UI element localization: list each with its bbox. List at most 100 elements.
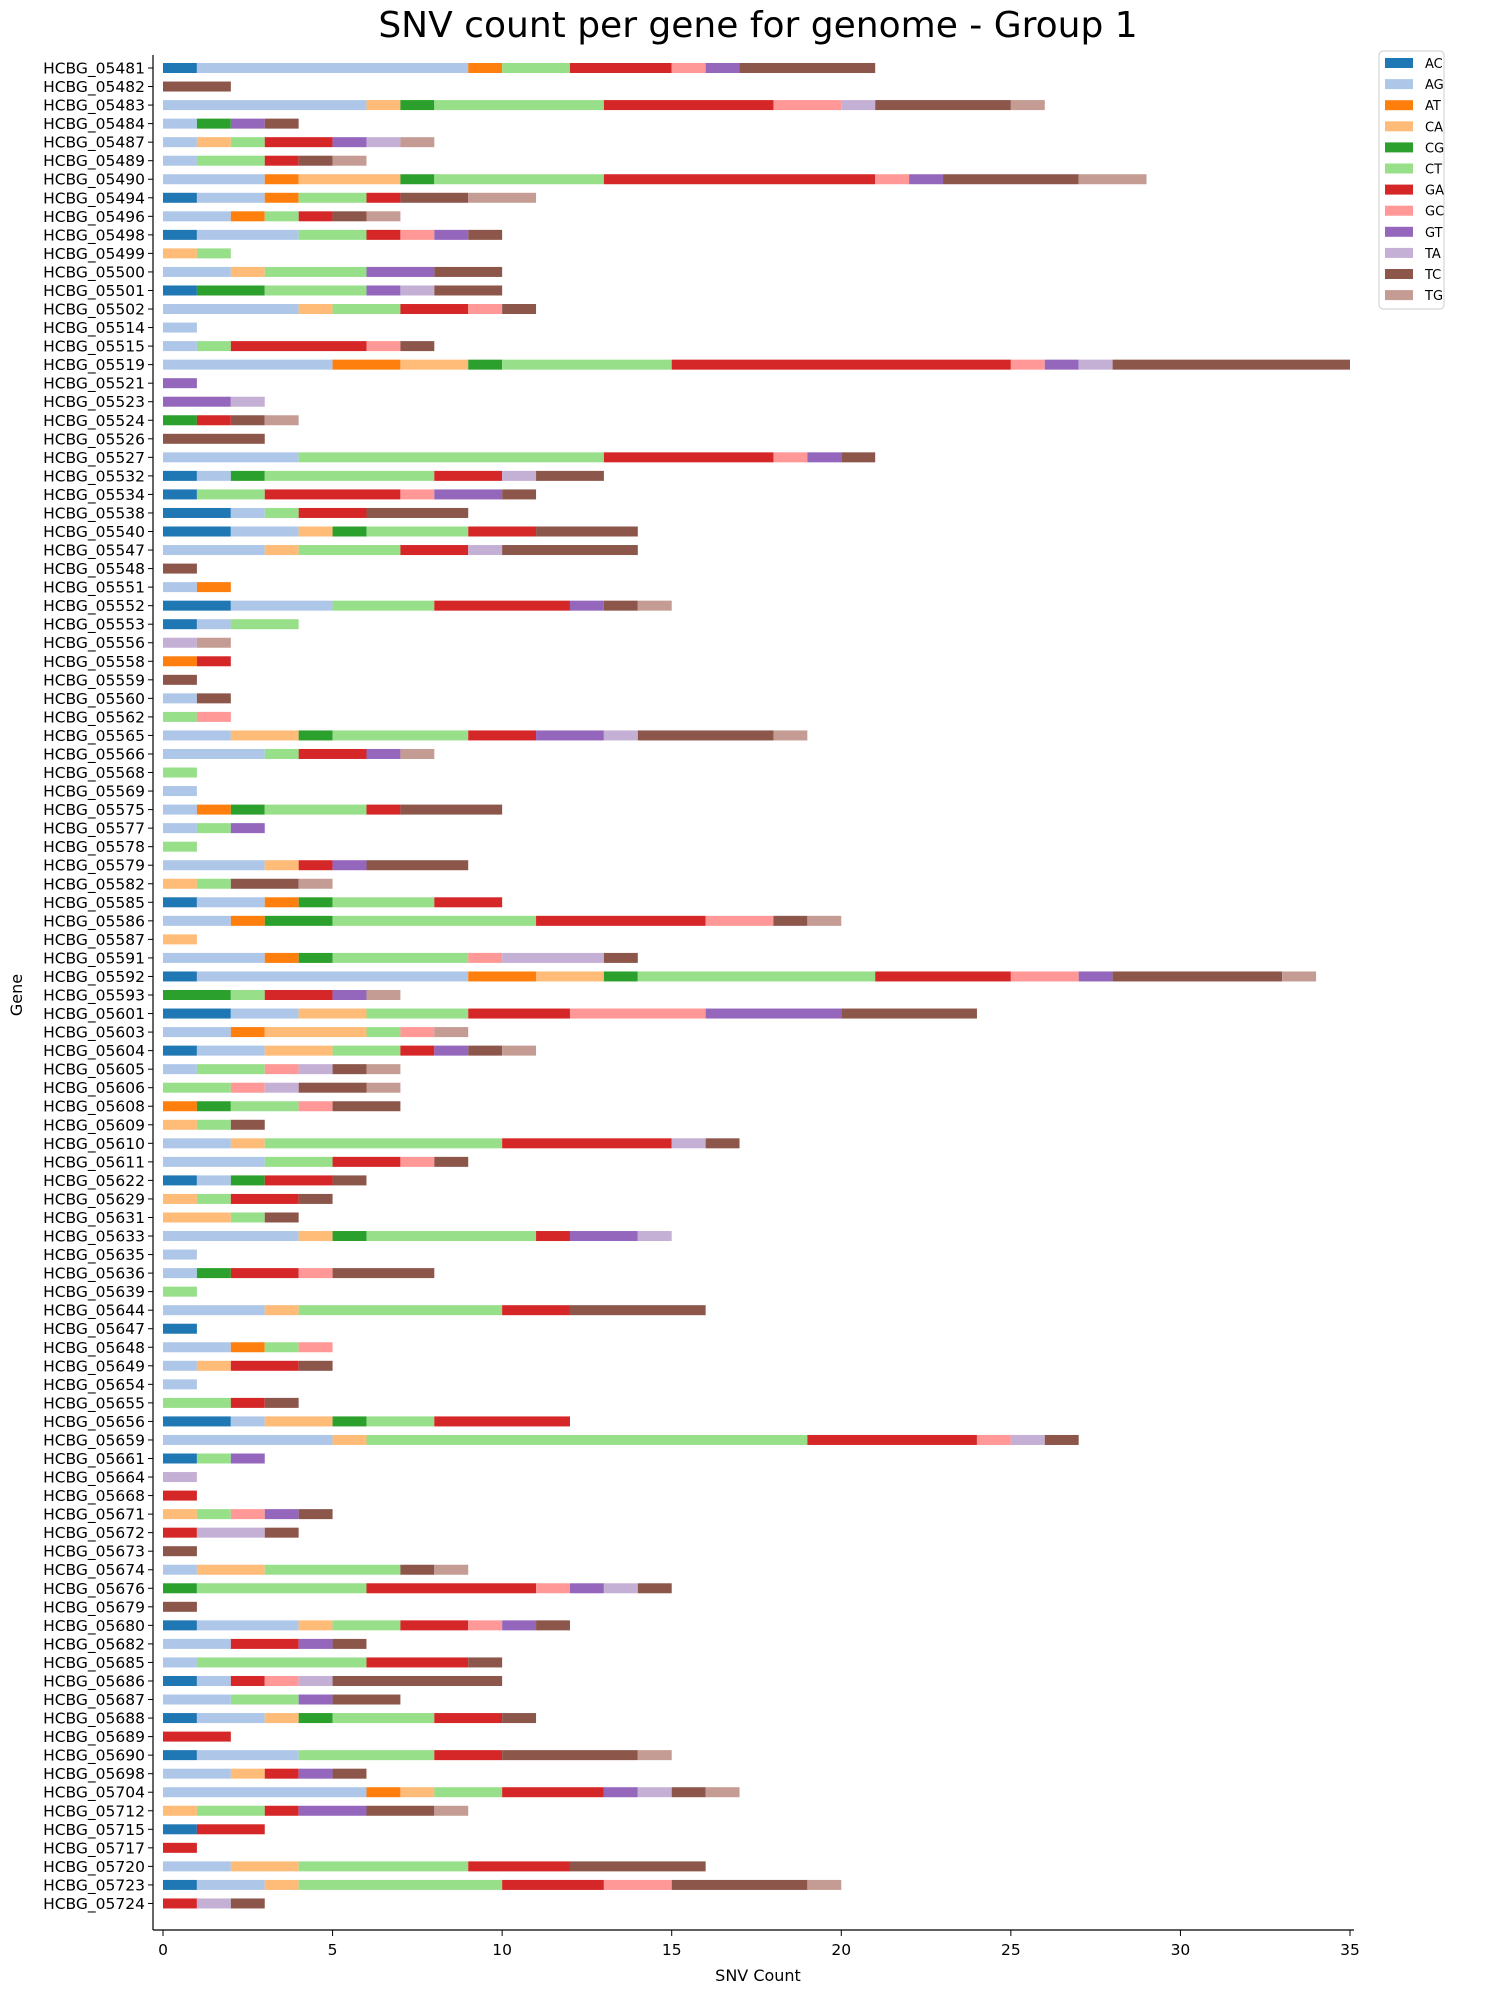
bar-segment-at	[468, 971, 537, 982]
y-tick-label: HCBG_05611	[43, 1153, 145, 1172]
bar-segment-ct	[332, 304, 401, 315]
bar-segment-tc	[536, 470, 604, 481]
bar-segment-tc	[1112, 971, 1283, 982]
bar-segment-gt	[163, 396, 231, 407]
bar-segment-gc	[298, 1101, 333, 1112]
bar-segment-tc	[332, 1064, 367, 1075]
bar-segment-ca	[264, 1305, 299, 1316]
bar-segment-ct	[264, 211, 299, 222]
x-tick-label: 15	[662, 1941, 682, 1959]
y-tick-label: HCBG_05686	[43, 1672, 145, 1691]
bar-segment-tc	[502, 489, 537, 500]
bar-segment-ca	[264, 860, 299, 871]
bar-segment-ct	[502, 63, 570, 73]
bar-segment-ga	[434, 897, 503, 908]
bar-segment-ct	[196, 878, 231, 889]
bar-segment-tg	[637, 1750, 672, 1761]
bar-segment-tg	[332, 155, 367, 166]
bar-segment-ct	[264, 804, 367, 815]
y-tick-label: HCBG_05558	[43, 653, 145, 672]
bar-segment-ac	[163, 1045, 197, 1056]
bar-segment-tc	[434, 285, 503, 296]
y-tick-label: HCBG_05689	[43, 1728, 145, 1747]
y-tick-label: HCBG_05578	[43, 838, 145, 857]
bar-segment-cg	[196, 1268, 231, 1279]
bar-segment-ga	[603, 100, 774, 111]
bar-segment-ag	[163, 860, 265, 871]
bar-segment-gc	[976, 1434, 1011, 1445]
bar-segment-tc	[332, 1694, 401, 1705]
y-tick-label: HCBG_05668	[43, 1487, 145, 1506]
bar-segment-cg	[332, 526, 367, 537]
y-tick-label: HCBG_05680	[43, 1617, 145, 1636]
bar-segment-ag	[163, 1787, 367, 1798]
bar-segment-tc	[400, 1564, 435, 1575]
bar-segment-ct	[298, 192, 367, 203]
bar-segment-ac	[163, 1675, 197, 1686]
bar-segment-at	[230, 1027, 265, 1038]
bar-segment-ta	[163, 637, 197, 648]
y-tick-label: HCBG_05712	[43, 1802, 145, 1821]
bar-segment-ag	[196, 470, 231, 481]
bar-segment-cg	[298, 897, 333, 908]
y-tick-label: HCBG_05532	[43, 467, 145, 486]
y-tick-label: HCBG_05656	[43, 1413, 145, 1432]
bar-segment-ga	[298, 211, 333, 222]
bar-segment-gc	[400, 489, 435, 500]
bar-segment-ct	[637, 971, 876, 982]
bar-segment-ag	[196, 619, 231, 630]
bar-segment-ga	[366, 229, 401, 240]
bar-segment-cg	[298, 730, 333, 741]
bar-segment-ga	[264, 489, 401, 500]
bar-segment-tc	[163, 1601, 197, 1612]
y-tick-label: HCBG_05648	[43, 1339, 145, 1358]
bar-segment-gc	[603, 1879, 672, 1890]
bar-segment-ct	[264, 507, 299, 518]
bar-segment-ag	[196, 63, 469, 73]
bar-segment-ca	[298, 174, 401, 185]
bar-segment-at	[196, 582, 231, 593]
bar-segment-tc	[264, 118, 299, 129]
y-tick-label: HCBG_05496	[43, 208, 145, 227]
bar-segment-ac	[163, 600, 231, 611]
bar-segment-ga	[502, 1787, 604, 1798]
bar-segment-ca	[332, 1434, 367, 1445]
bar-segment-ag	[196, 1045, 265, 1056]
bar-segment-ca	[264, 1416, 333, 1427]
bar-segment-ag	[163, 1434, 333, 1445]
bar-segment-tg	[196, 637, 231, 648]
bar-segment-tc	[671, 1787, 706, 1798]
bar-segment-ag	[163, 1861, 231, 1872]
bar-segment-ca	[163, 1193, 197, 1204]
bar-segment-ta	[196, 1898, 231, 1909]
bar-segment-ag	[163, 582, 197, 593]
bar-segment-cg	[163, 415, 197, 426]
bar-segment-ct	[366, 1416, 435, 1427]
bar-segment-ag	[163, 452, 299, 463]
bar-segment-gt	[230, 823, 265, 834]
bar-segment-ga	[264, 990, 333, 1000]
bar-segment-ca	[298, 526, 333, 537]
bar-segment-ga	[264, 155, 299, 166]
bar-segment-ga	[264, 1805, 299, 1816]
bar-segment-tc	[264, 1212, 299, 1223]
bar-segment-gt	[569, 600, 604, 611]
bar-segment-gt	[298, 1805, 367, 1816]
bar-segment-ag	[163, 1249, 197, 1260]
bar-segment-ga	[264, 1175, 333, 1186]
bar-segment-ag	[196, 1879, 265, 1890]
bar-segment-ca	[163, 1212, 231, 1223]
bar-segment-ga	[230, 1360, 299, 1371]
bar-segment-ct	[196, 823, 231, 834]
bar-segment-ct	[264, 748, 299, 759]
bar-segment-cg	[400, 100, 435, 111]
bar-segment-ct	[298, 1750, 435, 1761]
bar-segment-ag	[163, 786, 197, 797]
bar-segment-ac	[163, 63, 197, 73]
bar-segment-ct	[366, 1008, 469, 1019]
y-tick-label: HCBG_05673	[43, 1543, 145, 1562]
bar-segment-ct	[366, 526, 469, 537]
legend-swatch-gc	[1385, 205, 1413, 216]
bar-segment-ag	[163, 748, 265, 759]
legend-label-tc: TC	[1424, 268, 1441, 283]
